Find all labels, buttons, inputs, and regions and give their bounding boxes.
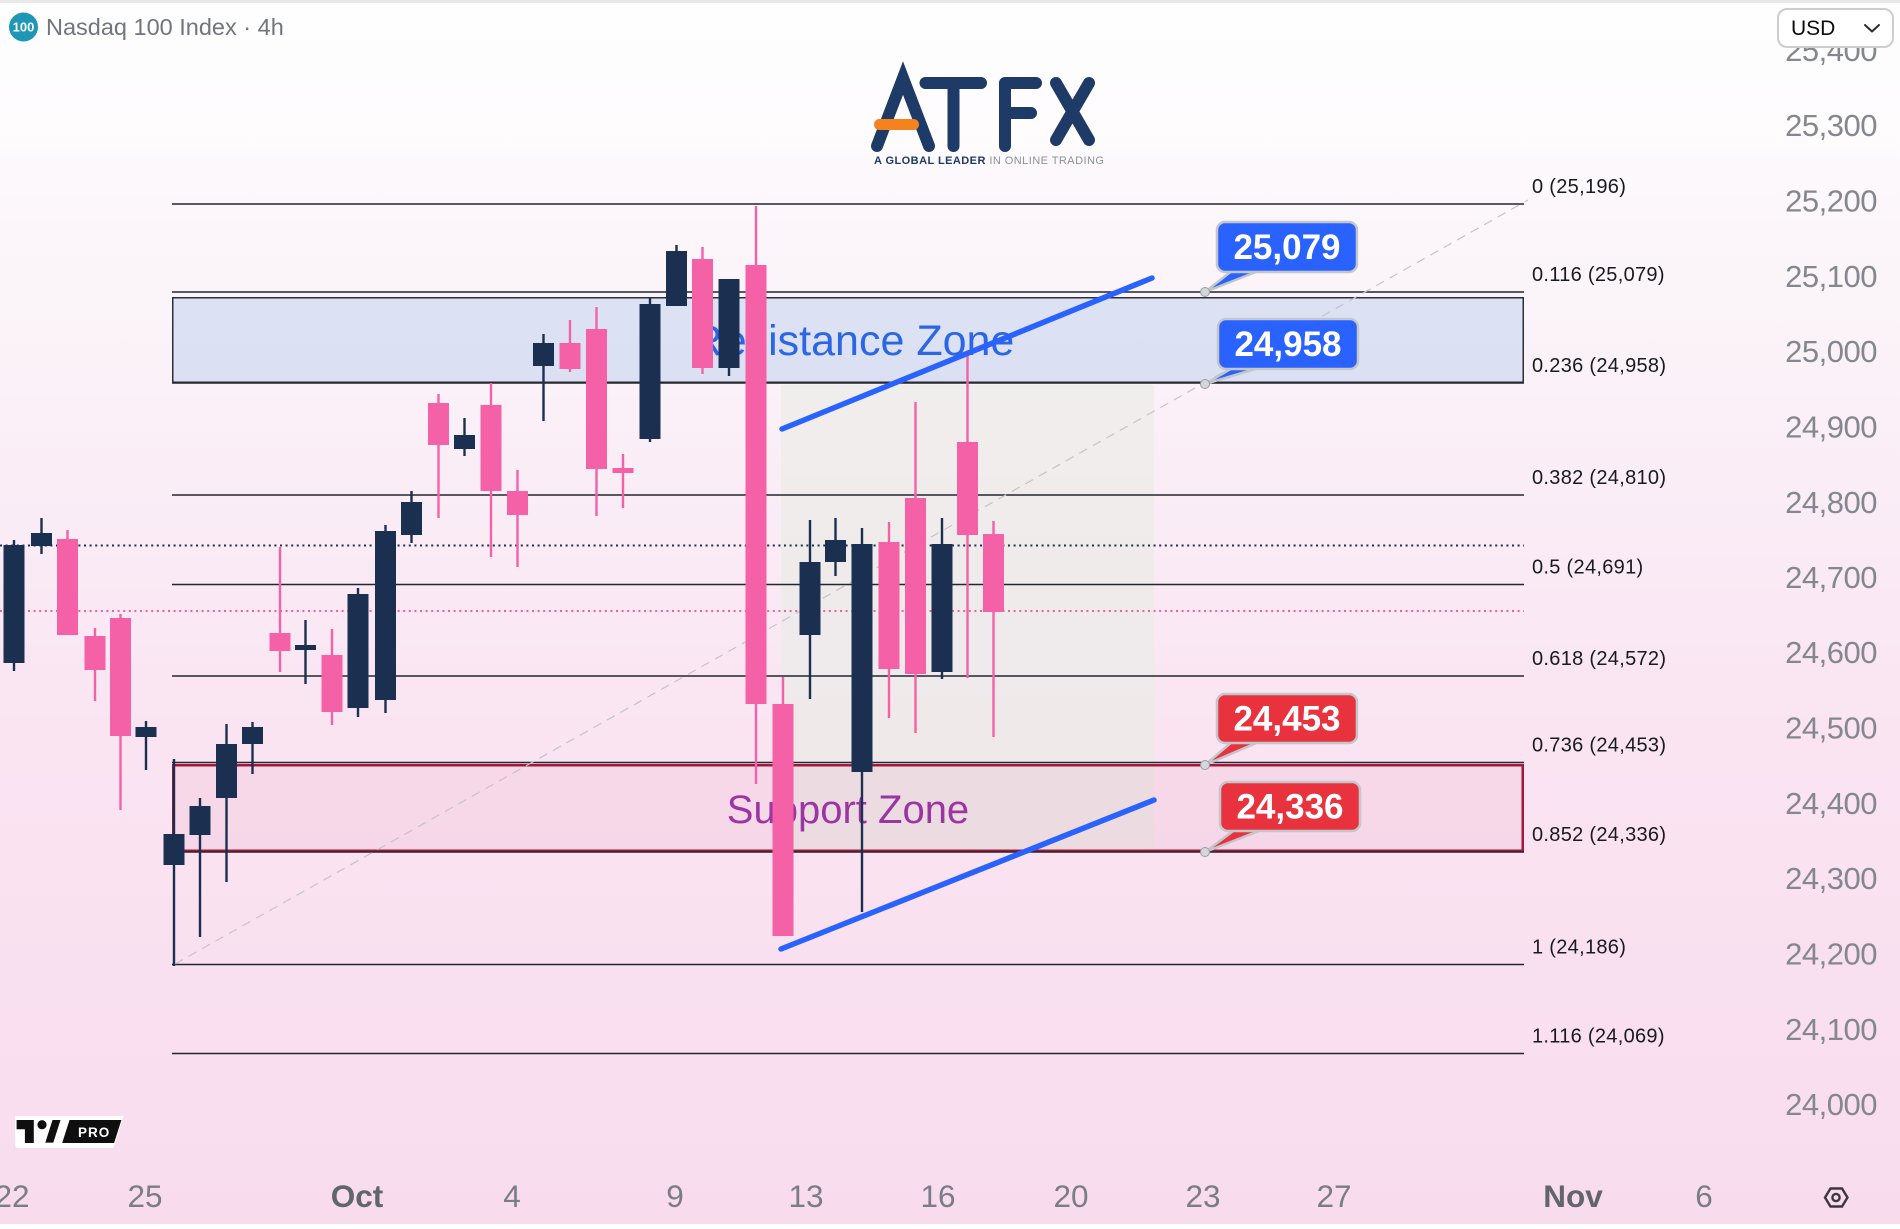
svg-text:24,900: 24,900 (1785, 410, 1877, 445)
svg-text:20: 20 (1053, 1178, 1088, 1214)
svg-text:24,100: 24,100 (1785, 1012, 1877, 1047)
svg-text:24,453: 24,453 (1233, 700, 1340, 739)
svg-text:Support Zone: Support Zone (727, 788, 969, 832)
svg-text:25,200: 25,200 (1785, 184, 1877, 219)
svg-text:16: 16 (920, 1178, 955, 1214)
svg-text:24,000: 24,000 (1785, 1087, 1877, 1122)
svg-text:100: 100 (13, 20, 35, 35)
svg-text:23: 23 (1185, 1178, 1220, 1214)
svg-text:24,958: 24,958 (1234, 325, 1341, 364)
svg-text:4: 4 (503, 1178, 521, 1214)
svg-text:24,400: 24,400 (1785, 786, 1877, 821)
svg-text:Oct: Oct (331, 1178, 384, 1214)
svg-text:0.736 (24,453): 0.736 (24,453) (1532, 735, 1666, 757)
svg-text:Nov: Nov (1543, 1178, 1603, 1214)
svg-text:PRO: PRO (78, 1125, 110, 1140)
svg-text:22: 22 (0, 1178, 30, 1214)
svg-text:6: 6 (1695, 1178, 1713, 1214)
svg-text:25,000: 25,000 (1785, 334, 1877, 369)
svg-text:25,100: 25,100 (1785, 259, 1877, 294)
svg-text:24,200: 24,200 (1785, 937, 1877, 972)
svg-text:24,500: 24,500 (1785, 711, 1877, 746)
svg-text:0.116 (25,079): 0.116 (25,079) (1532, 264, 1665, 286)
svg-text:25,300: 25,300 (1785, 108, 1877, 143)
svg-text:Nasdaq 100 Index · 4h: Nasdaq 100 Index · 4h (46, 14, 284, 40)
svg-text:24,600: 24,600 (1785, 635, 1877, 670)
svg-text:27: 27 (1316, 1178, 1351, 1214)
svg-text:24,700: 24,700 (1785, 560, 1877, 595)
svg-text:25: 25 (127, 1178, 162, 1214)
svg-text:25,079: 25,079 (1233, 228, 1340, 267)
svg-text:0.236 (24,958): 0.236 (24,958) (1532, 355, 1666, 377)
svg-text:Resistance Zone: Resistance Zone (692, 317, 1015, 365)
svg-text:0.382 (24,810): 0.382 (24,810) (1532, 467, 1666, 489)
svg-text:0.618 (24,572): 0.618 (24,572) (1532, 648, 1666, 670)
svg-text:A GLOBAL LEADER IN ONLINE TRAD: A GLOBAL LEADER IN ONLINE TRADING (874, 155, 1104, 167)
svg-text:1 (24,186): 1 (24,186) (1532, 937, 1626, 959)
svg-text:9: 9 (666, 1178, 684, 1214)
svg-text:24,300: 24,300 (1785, 861, 1877, 896)
svg-text:24,336: 24,336 (1236, 788, 1343, 827)
svg-text:0.5 (24,691): 0.5 (24,691) (1532, 557, 1643, 579)
svg-text:USD: USD (1791, 17, 1835, 40)
svg-text:0 (25,196): 0 (25,196) (1532, 176, 1626, 198)
svg-text:24,800: 24,800 (1785, 485, 1877, 520)
svg-text:13: 13 (788, 1178, 823, 1214)
svg-text:0.852 (24,336): 0.852 (24,336) (1532, 824, 1666, 846)
svg-text:1.116 (24,069): 1.116 (24,069) (1532, 1026, 1665, 1048)
